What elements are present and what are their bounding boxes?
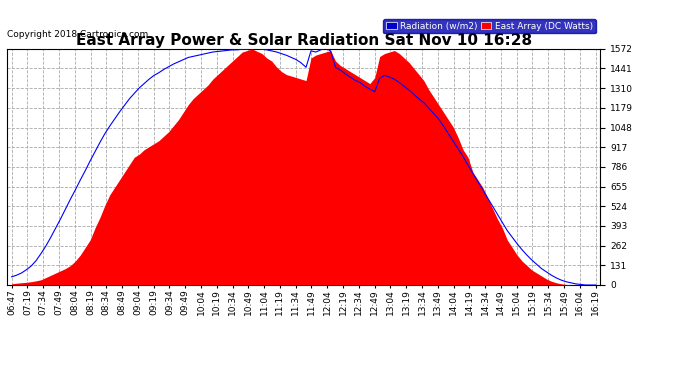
Text: Copyright 2018 Cartronics.com: Copyright 2018 Cartronics.com — [7, 30, 148, 39]
Title: East Array Power & Solar Radiation Sat Nov 10 16:28: East Array Power & Solar Radiation Sat N… — [75, 33, 532, 48]
Legend: Radiation (w/m2), East Array (DC Watts): Radiation (w/m2), East Array (DC Watts) — [383, 19, 595, 33]
